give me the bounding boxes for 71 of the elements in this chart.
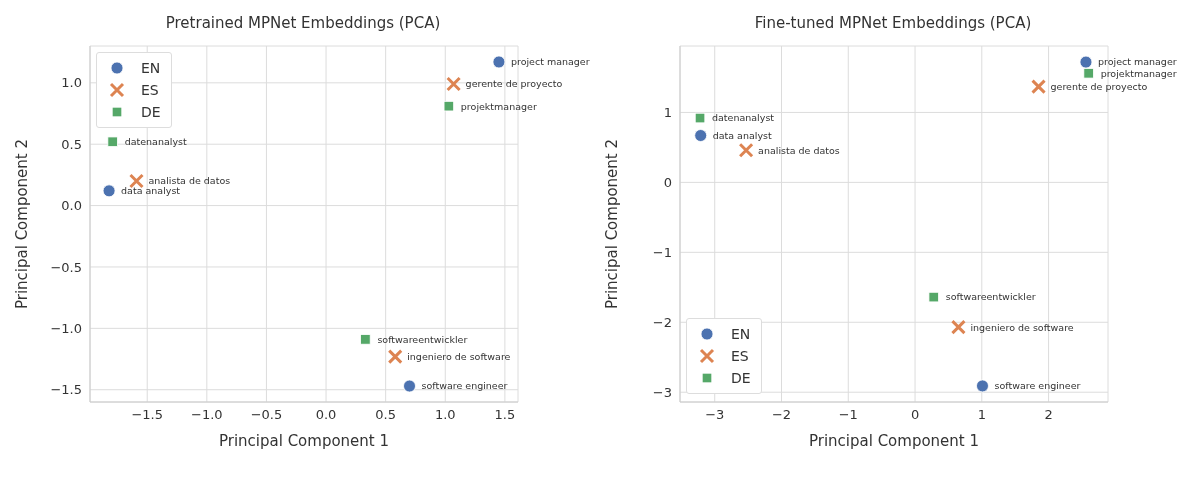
x-axis-title: Principal Component 1 bbox=[808, 432, 980, 450]
x-tick-label: 1 bbox=[977, 407, 986, 423]
x-tick-label: −1.5 bbox=[131, 407, 164, 423]
point bbox=[1031, 79, 1047, 95]
x-tick-label: −2 bbox=[771, 407, 792, 423]
annotation: ingeniero de software bbox=[407, 350, 511, 362]
point bbox=[403, 379, 416, 393]
x-tick-label: 1.0 bbox=[434, 407, 456, 423]
point bbox=[738, 142, 754, 158]
legend-label: ES bbox=[141, 82, 159, 98]
point bbox=[446, 76, 462, 92]
legend-label: DE bbox=[141, 104, 161, 120]
x-tick-label: −0.5 bbox=[250, 407, 283, 423]
y-tick-label: −0.5 bbox=[50, 259, 82, 275]
y-tick-label: −1 bbox=[652, 244, 672, 260]
y-tick-label: −1.0 bbox=[50, 320, 82, 336]
annotation: data analyst bbox=[712, 129, 772, 141]
point bbox=[102, 184, 116, 198]
annotation: softwareentwickler bbox=[945, 291, 1036, 303]
x-axis-title: Principal Component 1 bbox=[218, 432, 390, 450]
point bbox=[928, 291, 939, 303]
annotation: analista de datos bbox=[758, 144, 840, 156]
annotation: datenanalyst bbox=[712, 112, 775, 124]
chart-title: Pretrained MPNet Embeddings (PCA) bbox=[164, 13, 442, 34]
annotation: projektmanager bbox=[1100, 67, 1177, 79]
annotation: gerente de proyecto bbox=[465, 78, 563, 90]
point bbox=[492, 55, 506, 69]
annotation: project manager bbox=[510, 56, 590, 68]
annotation: softwareentwickler bbox=[377, 333, 468, 345]
legend-label: EN bbox=[731, 326, 751, 342]
y-tick-label: 0.0 bbox=[61, 198, 82, 214]
point bbox=[1083, 68, 1094, 79]
x-tick-label: 1.5 bbox=[494, 407, 516, 423]
x-tick-label: 2 bbox=[1044, 407, 1053, 423]
annotation: projektmanager bbox=[460, 100, 537, 112]
y-axis-title: Principal Component 2 bbox=[13, 138, 32, 310]
point bbox=[387, 349, 403, 365]
legend-label: EN bbox=[141, 60, 161, 76]
annotation: gerente de proyecto bbox=[1050, 80, 1148, 92]
point bbox=[976, 379, 989, 393]
point bbox=[1079, 55, 1093, 69]
point bbox=[694, 129, 708, 142]
y-tick-label: 0.5 bbox=[61, 136, 82, 152]
y-tick-label: 1 bbox=[663, 105, 672, 121]
point bbox=[107, 136, 118, 147]
x-tick-label: −1 bbox=[838, 407, 858, 423]
legend-label: ES bbox=[731, 348, 749, 364]
point bbox=[360, 334, 371, 345]
y-tick-label: −2 bbox=[652, 314, 672, 330]
y-tick-label: 0 bbox=[663, 175, 672, 190]
annotation: ingeniero de software bbox=[970, 321, 1074, 333]
annotation: data analyst bbox=[121, 185, 181, 197]
y-tick-label: −1.5 bbox=[50, 382, 82, 398]
y-tick-label: 1.0 bbox=[61, 75, 82, 91]
annotation: software engineer bbox=[994, 380, 1081, 392]
x-tick-label: −3 bbox=[705, 407, 725, 423]
annotation: project manager bbox=[1097, 56, 1177, 68]
x-tick-label: 0.0 bbox=[315, 407, 337, 423]
legend-label: DE bbox=[731, 370, 751, 386]
annotation: software engineer bbox=[421, 380, 508, 392]
x-tick-label: 0 bbox=[910, 407, 920, 423]
y-tick-label: −3 bbox=[652, 384, 672, 400]
x-tick-label: 0.5 bbox=[375, 407, 397, 423]
chart-title: Fine-tuned MPNet Embeddings (PCA) bbox=[753, 13, 1033, 34]
point bbox=[950, 319, 966, 335]
point bbox=[443, 100, 455, 112]
y-axis-title: Principal Component 2 bbox=[603, 138, 622, 310]
annotation: datenanalyst bbox=[124, 136, 187, 148]
x-tick-label: −1.0 bbox=[191, 407, 223, 423]
point bbox=[694, 112, 706, 124]
annotation: analista de datos bbox=[148, 175, 231, 187]
